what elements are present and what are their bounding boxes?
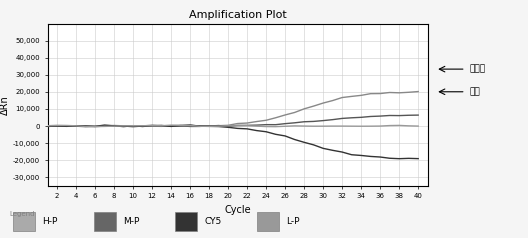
- Y-axis label: ΔRn: ΔRn: [0, 95, 10, 114]
- FancyBboxPatch shape: [175, 212, 197, 231]
- Text: H-P: H-P: [42, 217, 58, 226]
- X-axis label: Cycle: Cycle: [224, 205, 251, 215]
- FancyBboxPatch shape: [13, 212, 35, 231]
- Text: 驴源性: 驴源性: [469, 64, 486, 74]
- Text: L-P: L-P: [286, 217, 300, 226]
- Text: CY5: CY5: [205, 217, 222, 226]
- Text: M-P: M-P: [124, 217, 140, 226]
- Title: Amplification Plot: Amplification Plot: [188, 10, 287, 20]
- Text: Legend: Legend: [9, 211, 34, 217]
- FancyBboxPatch shape: [94, 212, 116, 231]
- Text: 内标: 内标: [469, 87, 480, 96]
- FancyBboxPatch shape: [257, 212, 279, 231]
